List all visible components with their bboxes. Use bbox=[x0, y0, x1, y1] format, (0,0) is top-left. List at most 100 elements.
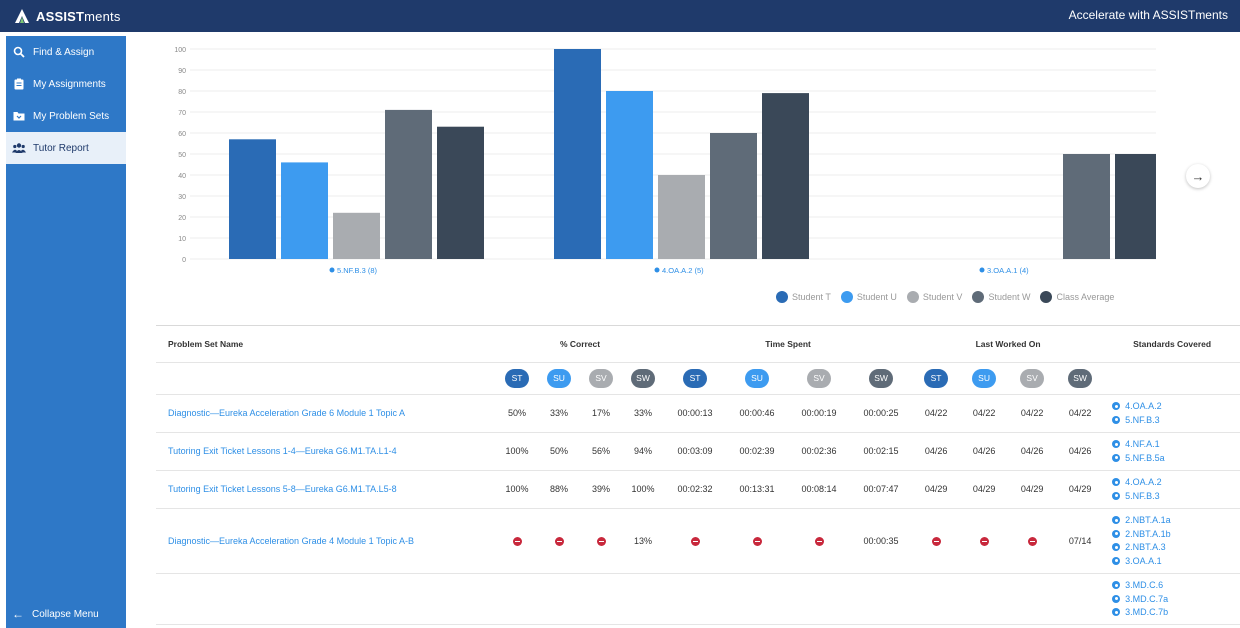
last-worked-cell bbox=[912, 508, 961, 574]
sidebar-item-my-assignments[interactable]: My Assignments bbox=[6, 68, 126, 100]
percent-correct-cell bbox=[496, 573, 538, 625]
sidebar-item-tutor-report[interactable]: Tutor Report bbox=[6, 132, 126, 164]
pill-cell: SV bbox=[788, 362, 851, 395]
time-spent-cell bbox=[726, 508, 789, 574]
users-icon bbox=[12, 141, 26, 155]
time-spent-cell: 00:13:31 bbox=[726, 470, 789, 509]
standard-label: 3.MD.C.6 bbox=[1125, 580, 1164, 591]
y-tick-label: 70 bbox=[178, 110, 186, 117]
student-pill-sv[interactable]: SV bbox=[589, 368, 613, 388]
standard-link[interactable]: 4.OA.A.2 bbox=[1112, 400, 1240, 414]
y-tick-label: 20 bbox=[178, 215, 186, 222]
legend-item[interactable]: Student U bbox=[840, 291, 897, 303]
category-standard-icon bbox=[979, 267, 985, 273]
student-pill-su[interactable]: SU bbox=[745, 368, 770, 388]
y-tick-label: 60 bbox=[178, 131, 186, 138]
top-bar: ASSISTments Accelerate with ASSISTments bbox=[0, 0, 1240, 32]
percent-correct-cell bbox=[580, 508, 622, 574]
category-standard-icon bbox=[329, 267, 335, 273]
sidebar-item-my-problem-sets[interactable]: My Problem Sets bbox=[6, 100, 126, 132]
student-pill-sv[interactable]: SV bbox=[807, 368, 832, 388]
not-started-icon bbox=[596, 536, 606, 546]
time-spent-cell bbox=[788, 508, 851, 574]
standard-link[interactable]: 2.NBT.A.3 bbox=[1112, 541, 1240, 555]
collapse-menu-button[interactable]: ← Collapse Menu bbox=[6, 606, 126, 622]
standard-link[interactable]: 5.NF.B.5a bbox=[1112, 451, 1240, 465]
bar-student-v bbox=[333, 212, 380, 259]
accelerate-link[interactable]: Accelerate with ASSISTments bbox=[1068, 8, 1228, 22]
not-started-icon bbox=[752, 536, 762, 546]
table-row: Tutoring Exit Ticket Lessons 1-4—Eureka … bbox=[156, 432, 1240, 471]
student-pill-su[interactable]: SU bbox=[972, 368, 997, 388]
empty-cell bbox=[156, 362, 496, 395]
problem-set-link[interactable]: Tutoring Exit Ticket Lessons 1-4—Eureka … bbox=[156, 432, 496, 471]
standards-cell: 4.OA.A.2 5.NF.B.3 bbox=[1104, 394, 1240, 433]
sidebar-item-find-assign[interactable]: Find & Assign bbox=[6, 36, 126, 68]
student-pill-sw[interactable]: SW bbox=[1068, 368, 1093, 388]
time-spent-cell: 00:02:32 bbox=[664, 470, 727, 509]
standards-cell: 3.MD.C.6 3.MD.C.7a 3.MD.C.7b bbox=[1104, 573, 1240, 625]
standard-link[interactable]: 5.NF.B.3 bbox=[1112, 489, 1240, 503]
standard-link[interactable]: 4.NF.A.1 bbox=[1112, 438, 1240, 452]
y-tick-label: 10 bbox=[178, 236, 186, 243]
app-logo[interactable]: ASSISTments bbox=[14, 6, 121, 26]
last-worked-cell: 07/14 bbox=[1056, 508, 1105, 574]
standard-label: 3.OA.A.1 bbox=[1125, 555, 1162, 566]
last-worked-cell: 04/22 bbox=[912, 394, 961, 433]
last-worked-cell bbox=[960, 573, 1009, 625]
percent-correct-cell: 39% bbox=[580, 470, 622, 509]
y-tick-label: 100 bbox=[174, 47, 186, 54]
not-started-icon bbox=[814, 536, 824, 546]
student-pill-st[interactable]: ST bbox=[924, 368, 949, 388]
standard-link[interactable]: 4.OA.A.2 bbox=[1112, 476, 1240, 490]
standard-link[interactable]: 3.OA.A.1 bbox=[1112, 554, 1240, 568]
legend-item[interactable]: Student V bbox=[906, 291, 962, 303]
problem-set-link[interactable]: Diagnostic—Eureka Acceleration Grade 6 M… bbox=[156, 394, 496, 433]
bar-student-v bbox=[658, 175, 705, 259]
pill-cell: SV bbox=[580, 362, 622, 395]
chart-next-button[interactable]: → bbox=[1186, 164, 1210, 188]
time-spent-cell: 00:02:36 bbox=[788, 432, 851, 471]
arrow-right-icon: → bbox=[1191, 168, 1205, 184]
legend-label: Class Average bbox=[1056, 292, 1115, 302]
student-pill-sw[interactable]: SW bbox=[869, 368, 894, 388]
pill-cell: SW bbox=[1056, 362, 1105, 395]
header-last-worked-on: Last Worked On bbox=[912, 326, 1105, 363]
legend-item[interactable]: Class Average bbox=[1040, 291, 1114, 303]
standard-link[interactable]: 5.NF.B.3 bbox=[1112, 413, 1240, 427]
standard-link[interactable]: 3.MD.C.6 bbox=[1112, 579, 1240, 593]
problem-set-link bbox=[156, 573, 496, 625]
legend-label: Student W bbox=[988, 292, 1031, 302]
student-pill-st[interactable]: ST bbox=[505, 368, 529, 388]
problem-set-link[interactable]: Diagnostic—Eureka Acceleration Grade 4 M… bbox=[156, 508, 496, 574]
time-spent-cell bbox=[726, 573, 789, 625]
standard-link[interactable]: 2.NBT.A.1b bbox=[1112, 527, 1240, 541]
standard-icon bbox=[1112, 594, 1121, 603]
legend-item[interactable]: Student W bbox=[972, 291, 1030, 303]
category-standard-icon bbox=[654, 267, 660, 273]
x-tick-label: 3.OA.A.1 (4) bbox=[987, 266, 1029, 275]
collapse-menu-label: Collapse Menu bbox=[32, 608, 99, 620]
student-pill-st[interactable]: ST bbox=[683, 368, 708, 388]
header-problem-set-name: Problem Set Name bbox=[156, 326, 496, 363]
bar-student-w bbox=[710, 133, 757, 259]
bar-class-average bbox=[762, 93, 809, 259]
student-pill-sw[interactable]: SW bbox=[631, 368, 656, 388]
student-pill-sv[interactable]: SV bbox=[1020, 368, 1045, 388]
student-pill-su[interactable]: SU bbox=[547, 368, 571, 388]
not-started-icon bbox=[979, 536, 989, 546]
legend-item[interactable]: Student T bbox=[776, 291, 831, 303]
percent-correct-cell bbox=[580, 573, 622, 625]
standard-link[interactable]: 3.MD.C.7a bbox=[1112, 592, 1240, 606]
legend-label: Student T bbox=[792, 292, 831, 302]
last-worked-cell: 04/29 bbox=[1008, 470, 1057, 509]
standards-cell: 4.OA.A.2 5.NF.B.3 bbox=[1104, 470, 1240, 509]
time-spent-cell: 00:03:09 bbox=[664, 432, 727, 471]
standard-link[interactable]: 3.MD.C.7b bbox=[1112, 606, 1240, 620]
standard-label: 3.MD.C.7a bbox=[1125, 593, 1169, 604]
percent-correct-cell: 100% bbox=[496, 470, 538, 509]
problem-set-link[interactable]: Tutoring Exit Ticket Lessons 5-8—Eureka … bbox=[156, 470, 496, 509]
standard-link[interactable]: 2.NBT.A.1a bbox=[1112, 514, 1240, 528]
standard-label: 4.OA.A.2 bbox=[1125, 401, 1162, 412]
pill-cell: SW bbox=[850, 362, 913, 395]
